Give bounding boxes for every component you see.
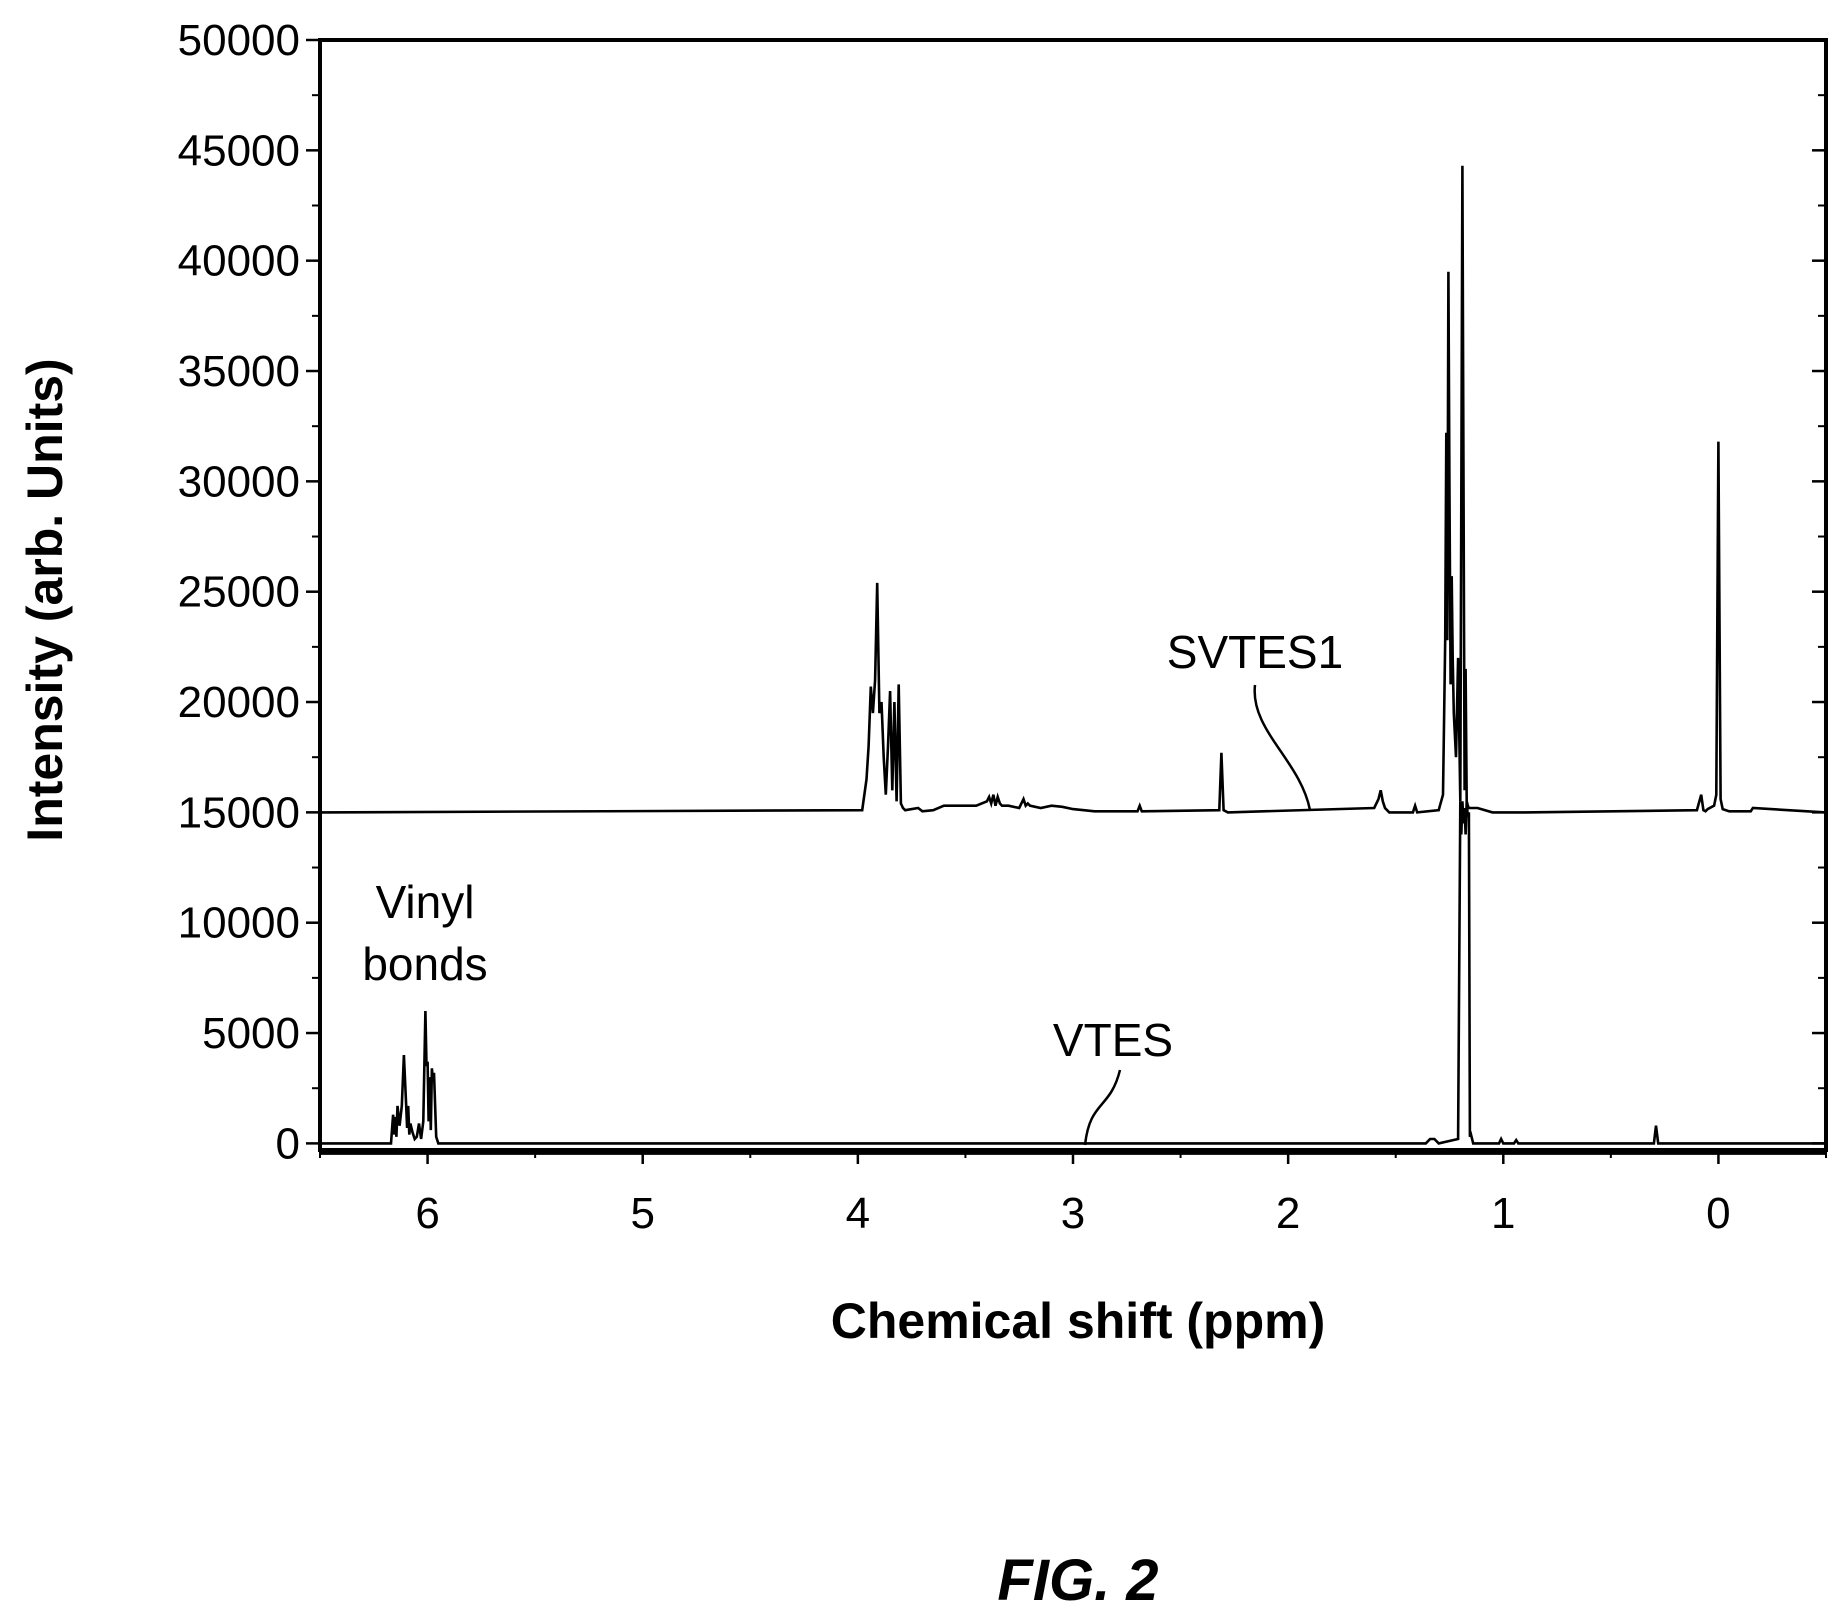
series-layer	[319, 165, 1827, 1145]
y-axis-title: Intensity (arb. Units)	[17, 358, 73, 841]
x-tick-label: 1	[1491, 1189, 1515, 1238]
x-axis-ticks: 6 5 4 3 2 1 0	[319, 1150, 1827, 1238]
annotation-vinyl-line2: bonds	[362, 938, 487, 990]
annotation-layer: SVTES1 VTES Vinyl bonds	[362, 626, 1343, 1146]
x-tick-label: 0	[1706, 1189, 1730, 1238]
y-tick-label: 5000	[202, 1009, 300, 1058]
y-axis-ticks: 0 5000 10000 15000 20000 25000 30000 35000 40000…	[178, 16, 1826, 1168]
y-tick-label: 10000	[178, 899, 300, 948]
y-tick-label: 35000	[178, 347, 300, 396]
y-tick-label: 40000	[178, 237, 300, 286]
annotation-vtes-leader	[1083, 1069, 1122, 1146]
x-axis-title: Chemical shift (ppm)	[831, 1293, 1325, 1349]
x-tick-label: 4	[846, 1189, 870, 1238]
x-tick-label: 3	[1061, 1189, 1085, 1238]
y-tick-label: 50000	[178, 16, 300, 65]
plot-frame	[318, 38, 1828, 1155]
y-tick-label: 20000	[178, 678, 300, 727]
y-tick-label: 30000	[178, 457, 300, 506]
x-tick-label: 6	[415, 1189, 439, 1238]
annotation-svtes1: SVTES1	[1167, 626, 1343, 678]
annotation-vinyl-line1: Vinyl	[376, 876, 475, 928]
figure-caption: FIG. 2	[997, 1548, 1158, 1613]
annotation-svtes1-leader	[1253, 684, 1312, 811]
y-tick-label: 45000	[178, 126, 300, 175]
series-svtes1-line	[319, 165, 1827, 814]
x-tick-label: 5	[630, 1189, 654, 1238]
y-tick-label: 15000	[178, 788, 300, 837]
x-tick-label: 2	[1276, 1189, 1300, 1238]
plot-border	[318, 38, 1828, 1152]
annotation-vtes: VTES	[1053, 1014, 1173, 1066]
y-tick-label: 25000	[178, 568, 300, 617]
series-vtes-line	[320, 801, 1826, 1145]
y-tick-label: 0	[276, 1119, 300, 1168]
